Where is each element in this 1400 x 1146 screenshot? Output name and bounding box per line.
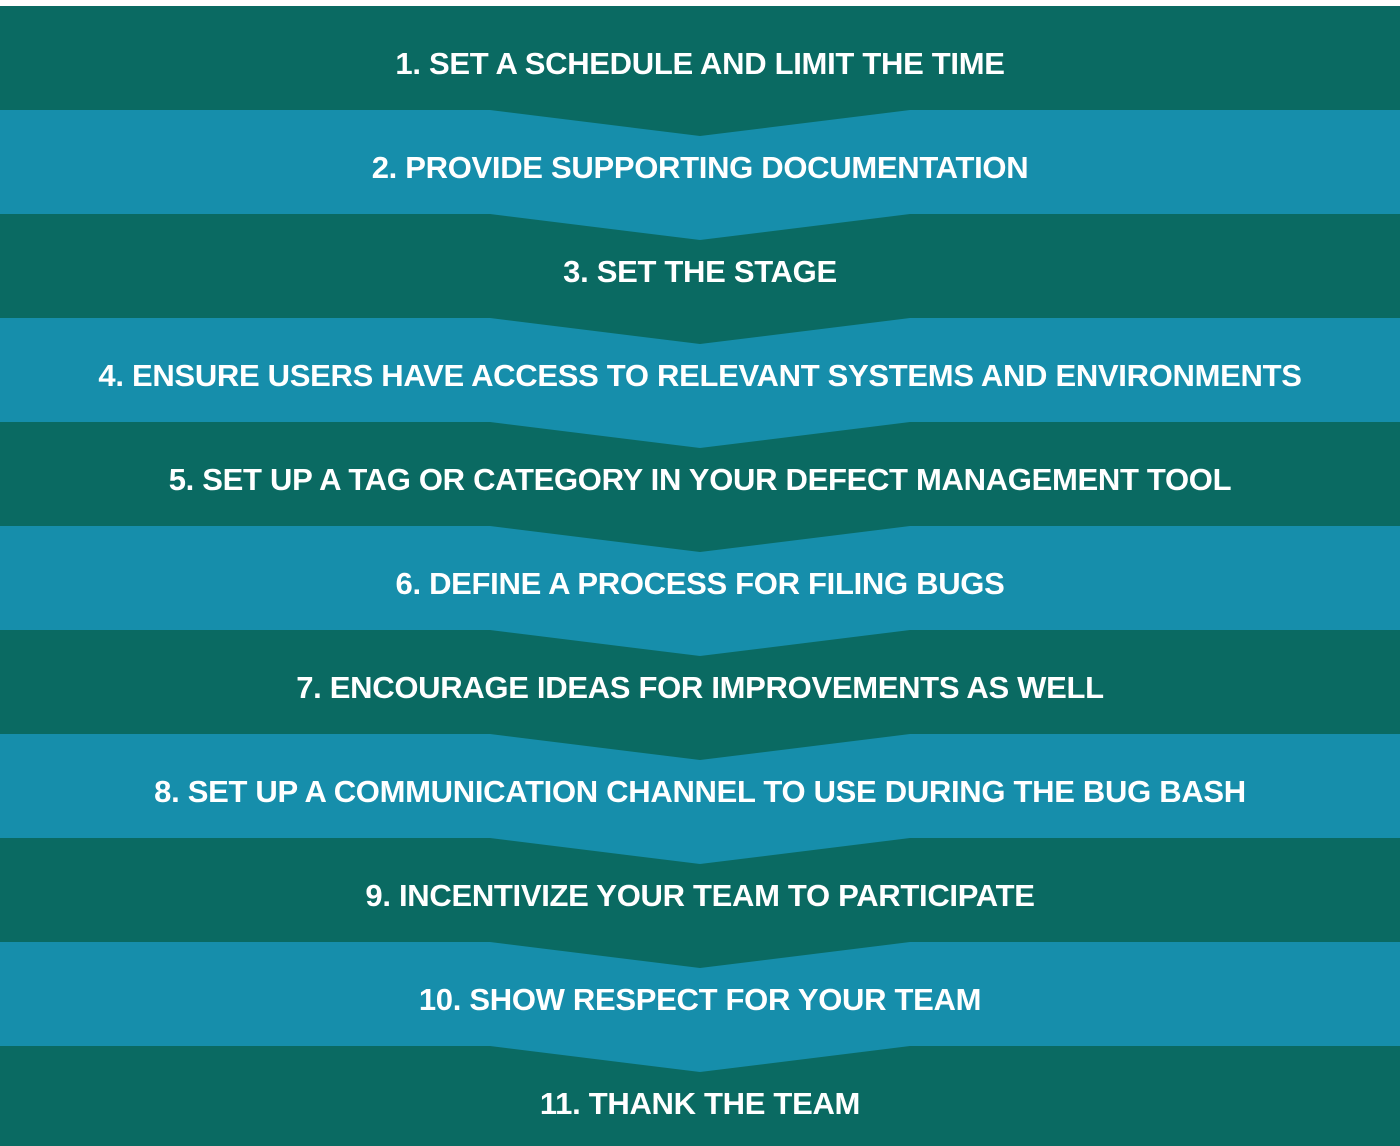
step-band-8	[0, 734, 1400, 864]
step-label-1: 1. SET A SCHEDULE AND LIMIT THE TIME	[395, 46, 1005, 81]
step-band-5	[0, 422, 1400, 552]
step-band-11	[0, 1046, 1400, 1146]
step-band-9	[0, 838, 1400, 968]
step-band-2	[0, 110, 1400, 240]
top-margin	[0, 0, 1400, 6]
step-band-1	[0, 6, 1400, 136]
step-band-3	[0, 214, 1400, 344]
step-band-6	[0, 526, 1400, 656]
step-band-7	[0, 630, 1400, 760]
step-label-4: 4. ENSURE USERS HAVE ACCESS TO RELEVANT …	[98, 358, 1302, 393]
step-label-6: 6. DEFINE A PROCESS FOR FILING BUGS	[395, 566, 1005, 601]
step-label-8: 8. SET UP A COMMUNICATION CHANNEL TO USE…	[154, 774, 1246, 809]
step-label-9: 9. INCENTIVIZE YOUR TEAM TO PARTICIPATE	[365, 878, 1035, 913]
step-label-5: 5. SET UP A TAG OR CATEGORY IN YOUR DEFE…	[168, 462, 1232, 497]
step-label-11: 11. THANK THE TEAM	[539, 1086, 861, 1121]
step-label-3: 3. SET THE STAGE	[563, 254, 837, 289]
step-band-4	[0, 318, 1400, 448]
step-label-7: 7. ENCOURAGE IDEAS FOR IMPROVEMENTS AS W…	[296, 670, 1104, 705]
step-band-10	[0, 942, 1400, 1072]
step-label-10: 10. SHOW RESPECT FOR YOUR TEAM	[418, 982, 982, 1017]
step-label-2: 2. PROVIDE SUPPORTING DOCUMENTATION	[371, 150, 1029, 185]
